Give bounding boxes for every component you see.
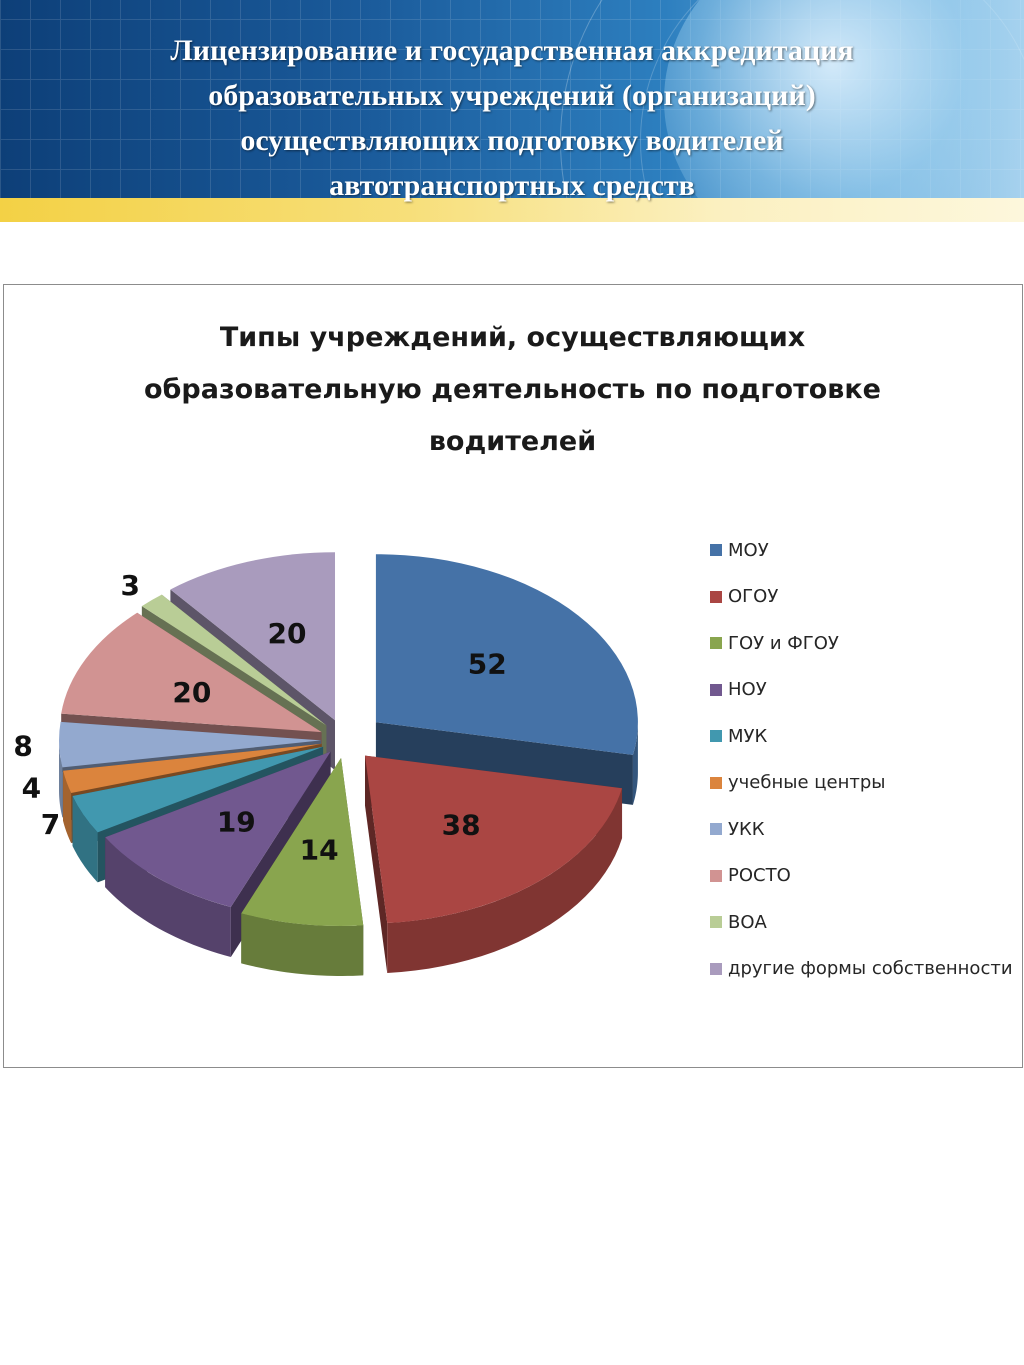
slice-top-2: [365, 755, 623, 924]
legend-swatch: [710, 869, 722, 882]
data-label: 20: [268, 617, 307, 650]
chart-title-line-1: Типы учреждений, осуществляющих: [219, 322, 806, 353]
data-label: 19: [217, 806, 256, 839]
slice-side-wall: [72, 746, 324, 846]
data-label: 3: [120, 569, 139, 602]
slide-title-line-3: осуществляющих подготовку водителей: [240, 124, 784, 157]
slice-outer-wall: [105, 837, 231, 957]
legend-item: НОУ: [710, 678, 767, 702]
header-glow: [664, 0, 1024, 222]
legend-item: ГОУ и ФГОУ: [710, 631, 839, 655]
legend-item: другие формы собственности: [710, 957, 1013, 981]
slice-outer-wall: [72, 795, 98, 883]
legend-label: МУК: [728, 725, 768, 747]
chart-title-line-2: образовательную деятельность по подготов…: [144, 374, 881, 405]
legend-item: ВОА: [710, 910, 767, 934]
data-label: 52: [468, 648, 507, 681]
legend-label: ОГОУ: [728, 586, 779, 607]
slice-top-7: [59, 721, 322, 768]
legend-label: другие формы собственности: [728, 958, 1013, 979]
gold-accent-bar: [0, 198, 1024, 222]
slide-title-line-2: образовательных учреждений (организаций): [208, 79, 816, 112]
slice-top-6: [63, 743, 322, 794]
slice-top-5: [72, 746, 324, 833]
legend-label: НОУ: [728, 679, 767, 700]
legend-item: учебные центры: [710, 771, 885, 795]
legend-label: ВОА: [728, 911, 767, 933]
slide-title-line-1: Лицензирование и государственная аккреди…: [170, 34, 854, 67]
legend-item: МОУ: [710, 538, 769, 562]
slide-header: Лицензирование и государственная аккреди…: [0, 0, 1024, 222]
slice-top-10: [170, 552, 336, 721]
legend-swatch: [710, 637, 722, 649]
legend-item: РОСТО: [710, 864, 791, 888]
legend-swatch: [710, 823, 722, 835]
slice-top-1: [375, 554, 638, 755]
pie-slice-2: [365, 755, 623, 974]
slice-top-8: [61, 612, 322, 733]
chart-title: Типы учреждений, осуществляющих образова…: [100, 312, 925, 468]
slice-outer-wall: [241, 913, 364, 976]
data-label: 4: [22, 771, 41, 804]
legend-item: УКК: [710, 817, 765, 841]
legend-label: МОУ: [728, 539, 769, 561]
data-label: 38: [442, 808, 481, 841]
legend-label: РОСТО: [728, 865, 791, 886]
legend-swatch: [710, 590, 722, 603]
legend-swatch: [710, 730, 722, 742]
legend-item: МУК: [710, 724, 767, 748]
slide-title-line-4: автотранспортных средств: [329, 169, 695, 202]
slice-top-9: [141, 594, 327, 726]
legend-swatch: [710, 916, 722, 928]
legend-label: УКК: [728, 818, 765, 840]
slice-outer-wall: [632, 722, 638, 805]
legend-item: ОГОУ: [710, 585, 778, 609]
legend-label: учебные центры: [728, 772, 886, 793]
chart-title-line-3: водителей: [428, 426, 597, 457]
slice-outer-wall: [59, 740, 63, 818]
slide-title: Лицензирование и государственная аккреди…: [40, 28, 984, 208]
legend-label: ГОУ и ФГОУ: [728, 632, 839, 654]
slice-top-3: [241, 757, 364, 926]
slice-side-wall: [365, 755, 388, 974]
legend-swatch: [710, 776, 722, 789]
data-label: 8: [13, 729, 32, 762]
data-label: 14: [300, 833, 339, 866]
pie-slice-3: [241, 757, 364, 976]
slice-top-4: [105, 751, 331, 907]
legend-swatch: [710, 683, 722, 696]
slice-outer-wall: [63, 770, 72, 844]
legend-swatch: [710, 962, 722, 975]
legend-swatch: [710, 544, 722, 556]
data-label: 20: [172, 676, 211, 709]
data-label: 7: [41, 808, 60, 841]
slice-outer-wall: [387, 788, 623, 974]
